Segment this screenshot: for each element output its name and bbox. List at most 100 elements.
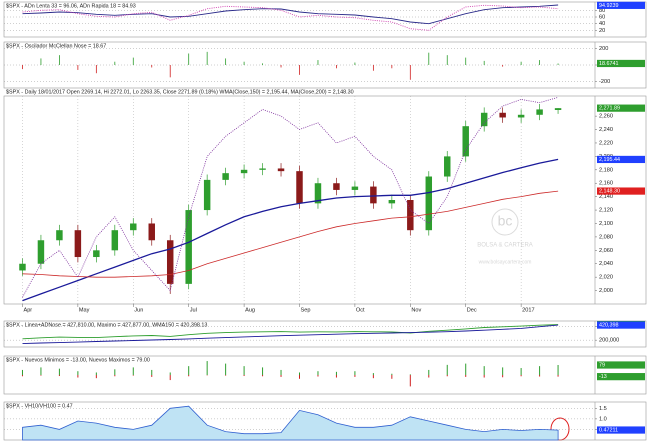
- bar: [299, 372, 300, 375]
- bar: [335, 371, 337, 375]
- bar: [557, 364, 559, 375]
- candle-body: [517, 114, 525, 118]
- candle-body: [277, 168, 285, 172]
- bar: [520, 368, 522, 375]
- area: [22, 405, 559, 441]
- last-value-label: 0.47211: [599, 427, 618, 433]
- last-value-label: 2,148.30: [599, 188, 620, 194]
- x-tick-label: Sep: [301, 307, 311, 313]
- bar: [188, 375, 190, 377]
- y-tick-label: 2,220: [599, 140, 613, 146]
- bar: [95, 375, 97, 379]
- last-value-box: [597, 321, 645, 329]
- x-tick-label: Oct: [356, 307, 365, 313]
- y-tick-label: 2,260: [599, 114, 613, 120]
- bar: [465, 375, 467, 377]
- last-value-label: 79: [599, 362, 605, 368]
- candle-body: [333, 183, 340, 190]
- last-value-box: [597, 59, 645, 68]
- panel-title: $SPX - ADn Lenta 33 = 96.06, ADn Rapida …: [6, 3, 136, 9]
- bar: [243, 366, 245, 375]
- bar: [557, 63, 559, 65]
- bar: [483, 375, 485, 378]
- candle-body: [407, 200, 414, 231]
- bar: [391, 65, 393, 69]
- bar: [95, 372, 97, 375]
- x-tick-label: Nov: [411, 307, 421, 313]
- bar: [557, 375, 559, 377]
- candle-body: [148, 223, 155, 241]
- bar: [428, 52, 430, 65]
- bar: [428, 375, 430, 378]
- bar: [132, 375, 134, 376]
- bar: [539, 366, 541, 375]
- bar: [169, 375, 171, 381]
- last-value-box: [597, 373, 645, 381]
- bar: [372, 65, 374, 71]
- bar: [446, 375, 448, 377]
- bar: [446, 55, 448, 65]
- y-tick-label: 2,100: [599, 221, 613, 227]
- candle-body: [554, 108, 562, 110]
- bar: [169, 65, 171, 78]
- bar: [520, 61, 522, 65]
- panel-title: $SPX - Nuevos Minimos = -13.00, Nuevos M…: [6, 357, 150, 363]
- y-tick-label: 40: [599, 21, 605, 27]
- bar: [95, 65, 97, 74]
- bar: [77, 375, 79, 378]
- bar: [206, 361, 208, 375]
- bar: [262, 367, 264, 375]
- candle-body: [222, 173, 229, 180]
- last-value-label: 2,195.44: [599, 157, 620, 163]
- panel-frame: [3, 320, 647, 348]
- candle-body: [111, 230, 119, 251]
- candle-body: [19, 263, 26, 271]
- candle-body: [499, 112, 506, 118]
- bar: [225, 375, 227, 376]
- y-tick-label: 2,140: [599, 194, 613, 200]
- last-value-label: -13: [599, 374, 607, 380]
- bar: [22, 65, 23, 70]
- bar: [280, 65, 282, 68]
- bar: [465, 363, 467, 375]
- y-tick-label: 60: [599, 14, 605, 20]
- bar: [520, 375, 522, 377]
- bar: [539, 60, 540, 65]
- panel-frame: [3, 355, 647, 395]
- bar: [502, 375, 504, 378]
- candle-body: [462, 126, 469, 157]
- y-tick-label: 2,000: [599, 288, 613, 294]
- panel-frame: [3, 95, 647, 305]
- bar: [151, 369, 153, 375]
- bar: [409, 374, 411, 375]
- panel-title: $SPX - VH10/VH100 = 0.47: [6, 403, 73, 409]
- panel-title: $SPX - Oscilador McClellan Nose = 18.67: [6, 43, 106, 49]
- watermark-logo-ring: [491, 208, 519, 236]
- bar: [132, 57, 134, 65]
- y-tick-label: 2,040: [599, 261, 613, 267]
- y-tick-label: -200: [599, 79, 610, 85]
- last-value-box: [597, 361, 645, 369]
- bar: [483, 366, 485, 375]
- bar: [372, 373, 374, 375]
- candle-body: [259, 168, 266, 170]
- bar: [77, 371, 79, 375]
- bar: [243, 375, 245, 377]
- bar: [188, 366, 190, 375]
- watermark-brand: BOLSA & CARTERA: [477, 243, 533, 249]
- y-tick-label: 200: [599, 46, 608, 52]
- last-value-box: [597, 426, 645, 434]
- last-value-box: [597, 104, 645, 112]
- bar: [21, 375, 23, 377]
- last-value-box: [597, 155, 645, 164]
- bar: [40, 375, 42, 376]
- last-value-box: [597, 1, 645, 9]
- candle-body: [74, 230, 82, 258]
- x-tick-label: Aug: [245, 307, 255, 313]
- candle-body: [130, 223, 137, 231]
- y-tick-label: 2,180: [599, 167, 613, 173]
- y-tick-label: 1.0: [599, 416, 607, 422]
- x-tick-label: 2017: [522, 307, 534, 313]
